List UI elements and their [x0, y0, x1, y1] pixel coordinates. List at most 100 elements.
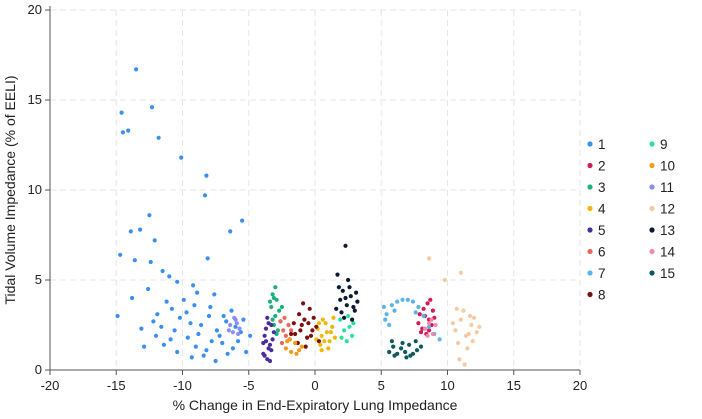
data-point — [416, 321, 421, 326]
legend-item-3: 3 — [587, 180, 606, 195]
legend-marker — [587, 227, 593, 233]
data-point — [318, 342, 323, 347]
x-tick-label: 5 — [378, 378, 385, 393]
legend-item-13: 13 — [649, 223, 675, 238]
legend-label: 15 — [660, 266, 675, 281]
data-point — [281, 328, 286, 333]
data-point — [418, 344, 424, 349]
legend-label: 3 — [598, 180, 606, 195]
legend-item-7: 7 — [587, 266, 606, 281]
data-point — [297, 312, 302, 317]
legend-marker — [649, 227, 655, 233]
data-point — [294, 351, 299, 356]
data-point — [146, 286, 151, 292]
data-point — [236, 331, 241, 337]
data-point — [426, 328, 432, 333]
data-point — [184, 310, 189, 315]
data-point — [430, 331, 435, 337]
data-point — [142, 344, 147, 349]
series-1 — [115, 67, 253, 364]
data-point — [225, 351, 230, 356]
data-point — [185, 335, 190, 340]
data-point — [199, 322, 204, 328]
data-point — [350, 333, 355, 338]
data-point — [221, 313, 226, 319]
data-point — [433, 322, 438, 328]
data-point — [467, 313, 473, 319]
data-point — [391, 344, 396, 349]
data-point — [262, 333, 267, 338]
data-point — [469, 322, 474, 328]
data-point — [164, 299, 169, 304]
data-point — [405, 297, 410, 302]
data-point — [233, 324, 238, 329]
legend-label: 2 — [598, 159, 606, 174]
data-point — [387, 322, 392, 328]
legend-marker — [587, 291, 593, 298]
data-point — [241, 317, 246, 322]
data-point — [220, 340, 225, 346]
data-point — [134, 67, 139, 72]
data-point — [201, 353, 206, 358]
data-point — [338, 317, 343, 322]
data-point — [214, 328, 219, 333]
data-point — [392, 353, 397, 358]
data-point — [282, 315, 287, 320]
x-tick-label: -20 — [41, 378, 60, 393]
data-point — [395, 299, 400, 304]
data-point — [298, 328, 303, 333]
y-tick-label: 5 — [35, 272, 42, 287]
data-point — [384, 312, 389, 317]
legend-marker — [587, 162, 593, 169]
data-point — [430, 308, 435, 313]
series-13 — [334, 243, 360, 322]
data-point — [339, 310, 344, 315]
legend-label: 6 — [598, 245, 606, 260]
data-point — [320, 317, 325, 322]
data-point — [339, 335, 344, 340]
x-tick-label: -5 — [243, 378, 255, 393]
data-point — [285, 339, 290, 344]
data-point — [422, 326, 428, 331]
data-point — [153, 333, 159, 338]
data-point — [342, 315, 347, 320]
data-point — [348, 294, 353, 299]
data-point — [383, 317, 388, 322]
legend-item-11: 11 — [649, 180, 674, 195]
data-point — [297, 348, 302, 353]
data-point — [437, 337, 442, 342]
data-point — [381, 304, 386, 310]
data-point — [189, 355, 194, 360]
data-point — [263, 339, 269, 344]
data-point — [213, 358, 218, 364]
data-point — [204, 348, 209, 353]
x-tick-label: 10 — [440, 378, 454, 393]
data-point — [311, 315, 316, 320]
data-point — [327, 339, 332, 344]
series-15 — [387, 339, 424, 360]
legend-item-1: 1 — [587, 137, 606, 152]
data-point — [343, 243, 348, 248]
data-point — [289, 328, 294, 333]
data-point — [316, 339, 322, 344]
data-point — [324, 330, 329, 335]
data-point — [191, 283, 196, 288]
data-point — [228, 322, 233, 328]
grid — [49, 9, 581, 371]
data-point — [161, 342, 166, 347]
data-point — [155, 312, 160, 317]
legend-label: 4 — [598, 202, 606, 217]
legend-marker — [649, 162, 655, 169]
data-point — [156, 135, 161, 140]
data-point — [175, 349, 180, 355]
data-point — [267, 299, 273, 304]
series-14 — [422, 317, 438, 338]
legend-item-12: 12 — [649, 202, 675, 217]
data-point — [326, 346, 331, 351]
legend-marker — [649, 184, 655, 190]
data-point — [278, 319, 283, 324]
data-point — [421, 306, 426, 311]
data-point — [418, 330, 424, 335]
data-point — [344, 303, 349, 308]
data-point — [425, 333, 430, 338]
